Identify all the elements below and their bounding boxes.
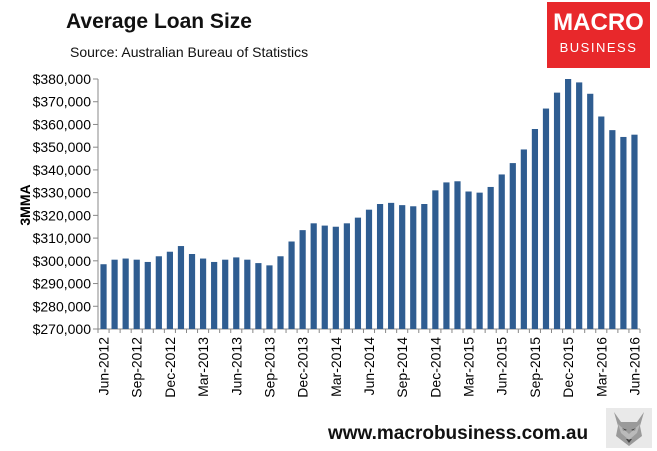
bar-Oct-2012 bbox=[144, 261, 151, 329]
bar-Nov-2013 bbox=[288, 241, 295, 329]
x-tick-label: Dec-2013 bbox=[295, 337, 311, 398]
x-tick-label: Dec-2014 bbox=[427, 337, 443, 398]
bar-Jul-2013 bbox=[244, 259, 251, 329]
y-tick-label: $290,000 bbox=[33, 276, 92, 292]
y-tick-label: $280,000 bbox=[33, 298, 92, 314]
y-tick-label: $320,000 bbox=[33, 207, 92, 223]
bar-Aug-2014 bbox=[388, 202, 395, 329]
chart-title: Average Loan Size bbox=[66, 10, 252, 33]
x-tick-label: Sep-2012 bbox=[129, 337, 145, 398]
bar-Apr-2013 bbox=[211, 261, 218, 329]
x-tick-label: Mar-2015 bbox=[461, 337, 477, 397]
bar-Dec-2014 bbox=[432, 190, 439, 329]
bar-Jun-2014 bbox=[365, 209, 373, 329]
bar-Sep-2014 bbox=[399, 205, 406, 329]
bar-Apr-2016 bbox=[609, 130, 616, 329]
y-tick-label: $300,000 bbox=[33, 253, 92, 269]
bar-Feb-2015 bbox=[454, 181, 461, 329]
bar-Oct-2014 bbox=[410, 206, 417, 329]
bar-Mar-2015 bbox=[465, 191, 472, 329]
x-tick-label: Mar-2013 bbox=[195, 337, 211, 397]
y-tick-label: $310,000 bbox=[33, 230, 92, 246]
bar-Jul-2012 bbox=[111, 259, 118, 329]
bar-Dec-2015 bbox=[565, 79, 572, 329]
x-tick-label: Dec-2012 bbox=[162, 337, 178, 398]
bar-Feb-2016 bbox=[587, 93, 594, 329]
x-tick-label: Jun-2016 bbox=[626, 337, 642, 396]
x-tick-label: Mar-2016 bbox=[593, 337, 609, 397]
bar-Aug-2013 bbox=[255, 263, 262, 329]
bar-Jan-2015 bbox=[443, 182, 450, 329]
footer-url: www.macrobusiness.com.au bbox=[328, 423, 589, 444]
bar-Sep-2015 bbox=[531, 129, 539, 329]
bar-Sep-2013 bbox=[266, 265, 273, 329]
bar-Aug-2015 bbox=[520, 149, 527, 329]
bars bbox=[100, 79, 638, 330]
y-axis-label: 3MMA bbox=[17, 184, 33, 225]
bar-Jun-2013 bbox=[233, 257, 240, 329]
bar-May-2015 bbox=[487, 186, 494, 329]
x-tick-label: Jun-2015 bbox=[494, 337, 510, 396]
y-tick-label: $340,000 bbox=[33, 162, 92, 178]
x-tick-label: Sep-2013 bbox=[261, 337, 277, 398]
bar-Nov-2014 bbox=[421, 204, 428, 329]
y-tick-label: $270,000 bbox=[33, 321, 92, 337]
bar-Dec-2013 bbox=[299, 230, 306, 329]
x-tick-label: Dec-2015 bbox=[560, 337, 576, 398]
bar-Dec-2012 bbox=[166, 251, 173, 329]
logo-line-2: BUSINESS bbox=[559, 40, 638, 55]
y-tick-label: $350,000 bbox=[33, 139, 92, 155]
logo-line-1: MACRO bbox=[553, 9, 644, 36]
bar-May-2016 bbox=[620, 136, 627, 329]
bar-Nov-2015 bbox=[553, 92, 561, 330]
bar-Mar-2014 bbox=[332, 226, 339, 329]
bar-Oct-2013 bbox=[277, 256, 284, 329]
y-tick-label: $360,000 bbox=[33, 116, 92, 132]
bar-Apr-2014 bbox=[343, 223, 350, 329]
bar-May-2014 bbox=[354, 217, 362, 329]
macrobusiness-logo: MACRO BUSINESS bbox=[547, 2, 650, 68]
x-tick-label: Jun-2014 bbox=[361, 337, 377, 396]
bar-Oct-2015 bbox=[542, 108, 550, 329]
x-tick-label: Jun-2012 bbox=[96, 337, 112, 396]
chart-subtitle: Source: Australian Bureau of Statistics bbox=[70, 44, 309, 60]
bar-Nov-2012 bbox=[155, 256, 162, 329]
bar-Apr-2015 bbox=[476, 192, 483, 329]
bar-Feb-2013 bbox=[188, 254, 196, 329]
bar-Jun-2015 bbox=[498, 174, 505, 329]
bar-Mar-2013 bbox=[199, 258, 207, 329]
x-tick-label: Sep-2014 bbox=[394, 337, 410, 398]
bar-Jun-2016 bbox=[631, 134, 638, 329]
bar-Jan-2013 bbox=[177, 246, 185, 329]
bar-Jan-2014 bbox=[310, 223, 317, 329]
y-tick-label: $370,000 bbox=[33, 94, 92, 110]
x-tick-label: Jun-2013 bbox=[228, 337, 244, 396]
x-tick-label: Mar-2014 bbox=[328, 337, 344, 397]
bar-Jul-2014 bbox=[376, 204, 384, 329]
bar-Sep-2012 bbox=[133, 259, 140, 329]
bar-Feb-2014 bbox=[321, 225, 328, 329]
bar-Jun-2012 bbox=[100, 264, 107, 329]
bar-May-2013 bbox=[222, 259, 229, 329]
bar-Jul-2015 bbox=[509, 163, 516, 329]
bar-Jan-2016 bbox=[576, 82, 583, 329]
x-tick-label: Sep-2015 bbox=[527, 337, 543, 398]
y-tick-label: $330,000 bbox=[33, 185, 92, 201]
bar-Aug-2012 bbox=[122, 258, 129, 329]
wolf-icon bbox=[606, 408, 652, 448]
bar-Mar-2016 bbox=[598, 116, 605, 329]
y-tick-label: $380,000 bbox=[33, 71, 92, 87]
